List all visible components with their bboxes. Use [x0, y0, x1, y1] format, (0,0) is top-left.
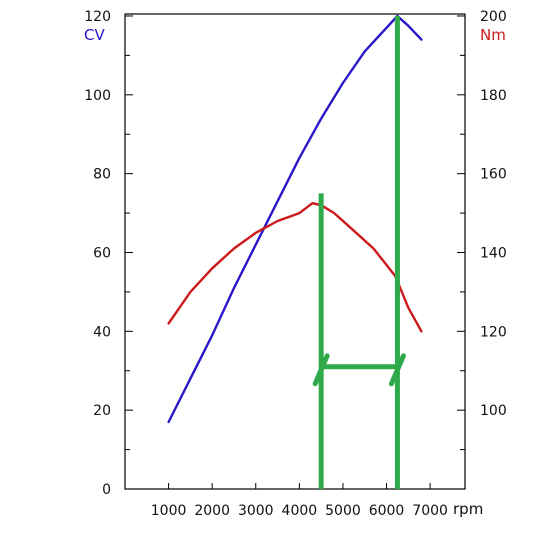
y-right-tick-label: 180 [480, 88, 507, 104]
axis-ticks: 0 20 40 60 80 100 120 100 120 140 160 180 200 1000 200… [84, 9, 506, 519]
torque-curve [167, 201, 423, 333]
y-right-tick-label: 160 [480, 167, 507, 183]
x-tick-label: 2000 [194, 503, 230, 519]
y-right-tick-label: 200 [480, 9, 507, 25]
x-tick-label: 6000 [369, 503, 405, 519]
x-tick-label: 4000 [282, 503, 318, 519]
x-tick-label: 5000 [325, 503, 361, 519]
x-tick-label: 1000 [151, 503, 187, 519]
y-left-tick-label: 80 [93, 167, 111, 183]
range-end-tick [388, 353, 406, 387]
x-tick-label: 3000 [238, 503, 274, 519]
y-left-tick-label: 100 [84, 88, 111, 104]
y-right-tick-label: 100 [480, 403, 507, 419]
y-left-tick-label: 20 [93, 403, 111, 419]
y-axis-left-label: CV [84, 26, 105, 44]
y-right-tick-label: 120 [480, 324, 507, 340]
range-end-tick [312, 353, 330, 387]
y-left-tick-label: 60 [93, 245, 111, 261]
annotations [312, 15, 406, 489]
y-right-tick-label: 140 [480, 245, 507, 261]
x-tick-label: 7000 [412, 503, 448, 519]
x-axis-label: rpm [453, 500, 483, 518]
y-left-tick-label: 120 [84, 9, 111, 25]
y-axis-right-label: Nm [480, 26, 506, 44]
y-left-tick-label: 0 [102, 482, 111, 498]
plot-frame [124, 13, 466, 490]
y-left-tick-label: 40 [93, 324, 111, 340]
